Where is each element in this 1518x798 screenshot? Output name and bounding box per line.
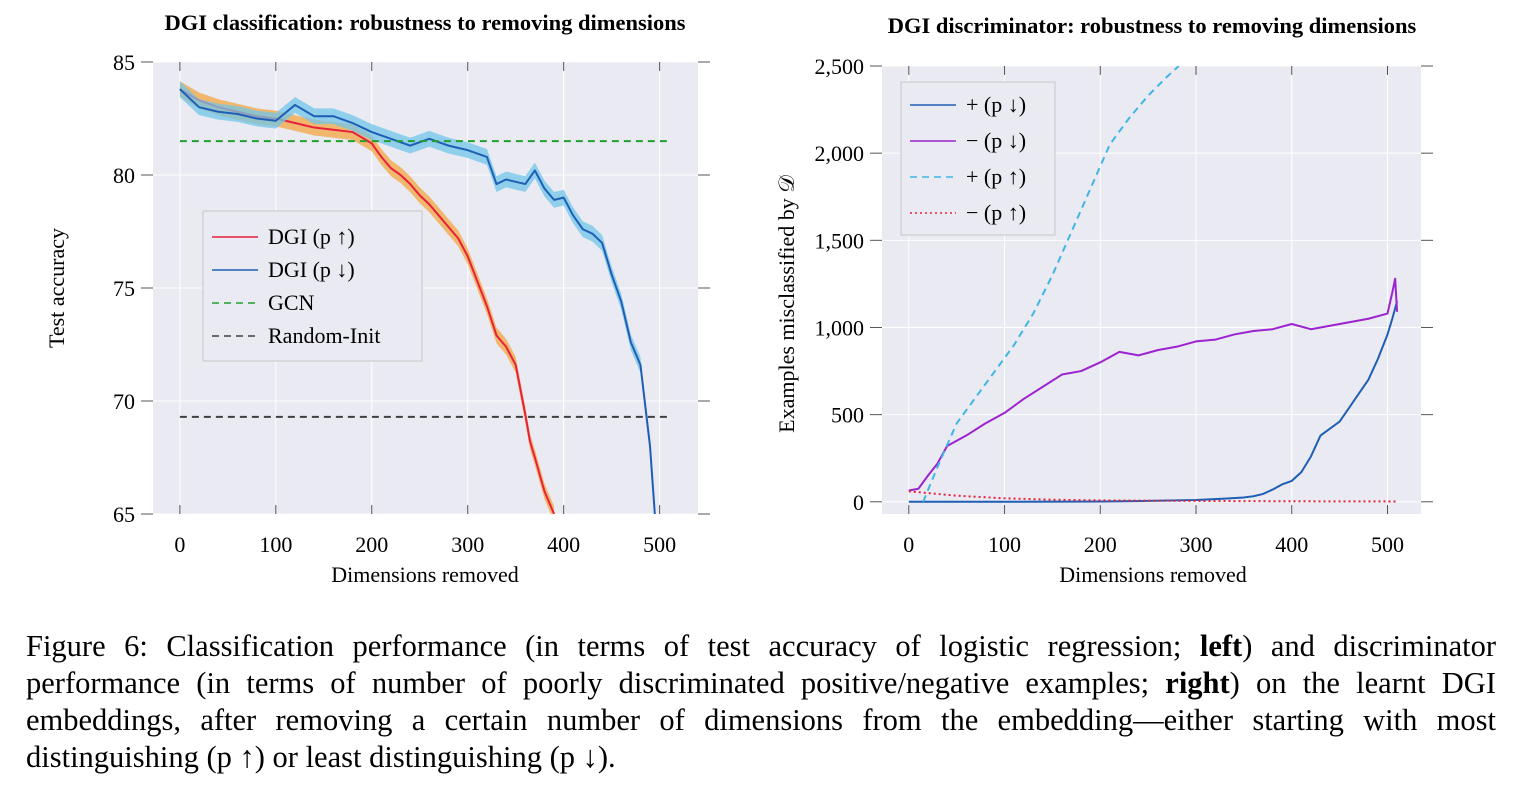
right-ytick-label-500: 500 — [831, 403, 864, 428]
right-xtick-label-300: 300 — [1180, 532, 1213, 557]
caption-middle: ) and discriminator performance (in term… — [26, 629, 1496, 700]
left-legend-label-1: DGI (p ↓) — [268, 257, 355, 282]
left-ytick-label-65: 65 — [113, 502, 135, 527]
right-xtick-label-500: 500 — [1371, 532, 1404, 557]
chart-left-ylabel: Test accuracy — [44, 228, 69, 348]
chart-right-ticks: 0 100 200 300 400 500 0 500 1,000 1,500 2,000 2,500 — [815, 54, 1433, 557]
right-xtick-label-400: 400 — [1275, 532, 1308, 557]
right-series-line-2 — [922, 66, 1180, 503]
caption-bold-right: right — [1165, 666, 1230, 700]
left-xtick-label-400: 400 — [547, 532, 580, 557]
chart-right-legend-box — [900, 81, 1056, 236]
left-ytick-label-70: 70 — [113, 389, 135, 414]
figure-caption: Figure 6: Classification performance (in… — [26, 628, 1496, 776]
right-series-line-3 — [908, 490, 1398, 503]
left-series-line-1 — [179, 88, 656, 514]
left-xtick-label-0: 0 — [174, 532, 185, 557]
left-xtick-label-300: 300 — [451, 532, 484, 557]
left-ytick-label-80: 80 — [113, 163, 135, 188]
left-xtick-label-100: 100 — [259, 532, 292, 557]
chart-left-legend: DGI (p ↑) DGI (p ↓) GCN Random-Init — [202, 210, 423, 362]
right-ytick-label-2500: 2,500 — [815, 54, 865, 79]
right-ytick-label-1500: 1,500 — [815, 228, 865, 253]
left-legend-label-2: GCN — [268, 290, 315, 315]
chart-left-ticks: 0 100 200 300 400 500 65 70 75 80 85 — [113, 50, 710, 557]
left-xtick-label-200: 200 — [355, 532, 388, 557]
right-legend-label-0: + (p ↓) — [966, 92, 1026, 117]
right-xtick-label-0: 0 — [903, 532, 914, 557]
chart-left-classification: DGI classification: robustness to removi… — [44, 10, 710, 587]
right-ytick-label-2000: 2,000 — [815, 141, 865, 166]
right-legend-label-2: + (p ↑) — [966, 164, 1026, 189]
caption-suffix: ) on the learnt DGI embeddings, after re… — [26, 666, 1496, 774]
right-legend-label-3: − (p ↑) — [966, 200, 1026, 225]
chart-right-discriminator: DGI discriminator: robustness to removin… — [774, 13, 1433, 587]
right-xtick-label-100: 100 — [988, 532, 1021, 557]
chart-left-title: DGI classification: robustness to removi… — [164, 10, 685, 35]
chart-left-xlabel: Dimensions removed — [331, 562, 519, 587]
right-ytick-label-0: 0 — [853, 490, 864, 515]
right-xtick-label-200: 200 — [1084, 532, 1117, 557]
chart-left-series — [179, 81, 672, 514]
chart-right-xlabel: Dimensions removed — [1059, 562, 1247, 587]
chart-right-title: DGI discriminator: robustness to removin… — [888, 13, 1417, 38]
left-legend-label-0: DGI (p ↑) — [268, 224, 355, 249]
left-ytick-label-75: 75 — [113, 276, 135, 301]
caption-bold-left: left — [1199, 629, 1243, 663]
right-series-line-0 — [908, 301, 1399, 503]
right-legend-label-1: − (p ↓) — [966, 128, 1026, 153]
figure: DGI classification: robustness to removi… — [44, 10, 1433, 587]
left-legend-label-3: Random-Init — [268, 323, 380, 348]
chart-right-ylabel: Examples misclassified by 𝒟 — [774, 175, 799, 433]
chart-right-legend: + (p ↓) − (p ↓) + (p ↑) − (p ↑) — [900, 81, 1056, 236]
left-ytick-label-85: 85 — [113, 50, 135, 75]
right-ytick-label-1000: 1,000 — [815, 315, 865, 340]
chart-right-series — [908, 66, 1399, 503]
left-xtick-label-500: 500 — [643, 532, 676, 557]
caption-prefix: Figure 6: Classification performance (in… — [26, 629, 1200, 663]
right-series-line-1 — [908, 277, 1399, 492]
